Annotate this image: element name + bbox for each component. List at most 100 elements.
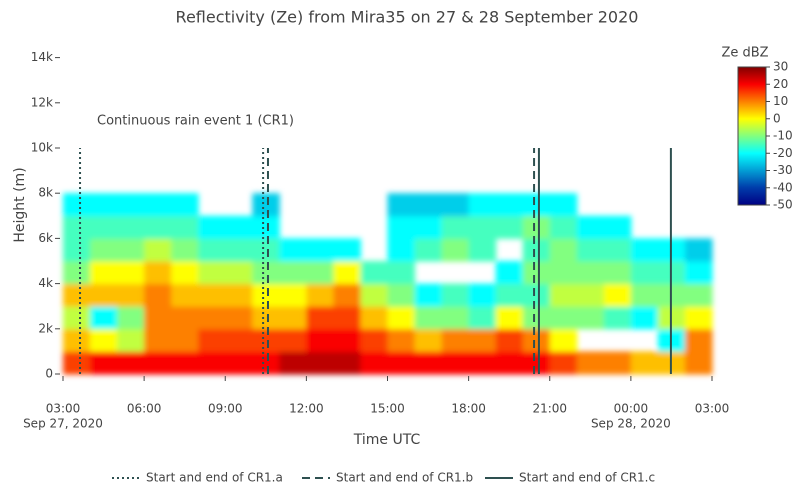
heat-cell: [306, 351, 334, 374]
heat-cell: [171, 284, 199, 307]
heat-cell: [523, 238, 551, 261]
heat-cell: [496, 329, 524, 352]
heat-cell: [279, 306, 307, 329]
heat-cell: [550, 306, 578, 329]
heat-cell: [550, 284, 578, 307]
heat-cell: [171, 351, 199, 374]
heat-cell: [360, 261, 388, 284]
heat-cell: [144, 306, 172, 329]
heat-cell: [631, 306, 659, 329]
heat-cell: [171, 216, 199, 239]
heat-cell: [252, 216, 280, 239]
heat-cell: [90, 329, 118, 352]
heat-cell: [144, 261, 172, 284]
heat-cell: [604, 216, 632, 239]
heat-cell: [442, 351, 470, 374]
heat-cell: [631, 261, 659, 284]
heat-cell: [577, 351, 605, 374]
heat-cell: [90, 238, 118, 261]
colorbar-tick-label: -10: [773, 129, 793, 143]
legend-label: Start and end of CR1.c: [519, 471, 655, 485]
x-tick-label: 15:00: [370, 402, 405, 416]
heat-cell: [63, 329, 91, 352]
heat-cell: [550, 238, 578, 261]
heat-cell: [442, 193, 470, 216]
heat-cell: [415, 238, 443, 261]
heat-cell: [442, 216, 470, 239]
heat-cell: [279, 351, 307, 374]
heat-cell: [415, 306, 443, 329]
heat-cell: [469, 329, 497, 352]
heat-cell: [469, 238, 497, 261]
heat-cell: [198, 261, 226, 284]
heat-cell: [550, 216, 578, 239]
chart-title: Reflectivity (Ze) from Mira35 on 27 & 28…: [176, 8, 639, 27]
heat-cell: [225, 238, 253, 261]
y-tick-label: 8k: [38, 186, 53, 200]
heat-cell: [117, 238, 145, 261]
heat-cell: [388, 216, 416, 239]
heat-cell: [306, 238, 334, 261]
heat-cell: [63, 261, 91, 284]
heat-cell: [117, 284, 145, 307]
heat-cell: [523, 193, 551, 216]
heat-cell: [90, 216, 118, 239]
heat-cell: [279, 329, 307, 352]
x-tick-label: 03:00: [695, 402, 730, 416]
heat-cell: [388, 238, 416, 261]
chart: Reflectivity (Ze) from Mira35 on 27 & 28…: [0, 0, 800, 486]
colorbar-tick-label: -20: [773, 146, 793, 160]
heat-cell: [388, 351, 416, 374]
heat-cell: [604, 261, 632, 284]
heat-cell: [90, 284, 118, 307]
heat-cell: [442, 284, 470, 307]
heat-cell: [388, 284, 416, 307]
heat-cell: [469, 216, 497, 239]
heat-cell: [388, 193, 416, 216]
heatmap: [63, 193, 713, 374]
x-tick-sublabel: Sep 28, 2020: [591, 417, 671, 431]
colorbar-tick-label: 30: [773, 60, 788, 74]
heat-cell: [442, 238, 470, 261]
heat-cell: [550, 193, 578, 216]
heat-cell: [171, 238, 199, 261]
heat-cell: [685, 351, 713, 374]
y-tick-label: 14k: [31, 50, 53, 64]
heat-cell: [496, 306, 524, 329]
heat-cell: [523, 284, 551, 307]
heat-cell: [469, 351, 497, 374]
heat-cell: [63, 216, 91, 239]
heat-cell: [415, 329, 443, 352]
heat-cell: [523, 261, 551, 284]
heat-cell: [577, 284, 605, 307]
heat-cell: [63, 351, 91, 374]
heat-cell: [685, 306, 713, 329]
heat-cell: [388, 261, 416, 284]
heat-cell: [117, 329, 145, 352]
heat-cell: [496, 351, 524, 374]
heat-cell: [117, 351, 145, 374]
heat-cell: [252, 238, 280, 261]
heat-cell: [225, 329, 253, 352]
colorbar-tick-label: -40: [773, 180, 793, 194]
heat-cell: [252, 261, 280, 284]
heat-cell: [63, 193, 91, 216]
heat-cell: [306, 329, 334, 352]
heat-cell: [550, 329, 578, 352]
heat-cell: [225, 261, 253, 284]
heat-cell: [117, 261, 145, 284]
heat-cell: [225, 351, 253, 374]
heat-cell: [415, 216, 443, 239]
heat-cell: [469, 306, 497, 329]
heat-cell: [144, 329, 172, 352]
heat-cell: [90, 193, 118, 216]
heat-cell: [333, 284, 361, 307]
y-axis-title: Height (m): [12, 167, 28, 242]
heat-cell: [144, 193, 172, 216]
heat-cell: [523, 329, 551, 352]
heat-cell: [523, 306, 551, 329]
legend-label: Start and end of CR1.b: [336, 471, 473, 485]
x-tick-sublabel: Sep 27, 2020: [23, 417, 103, 431]
heat-cell: [252, 284, 280, 307]
heat-cell: [415, 193, 443, 216]
